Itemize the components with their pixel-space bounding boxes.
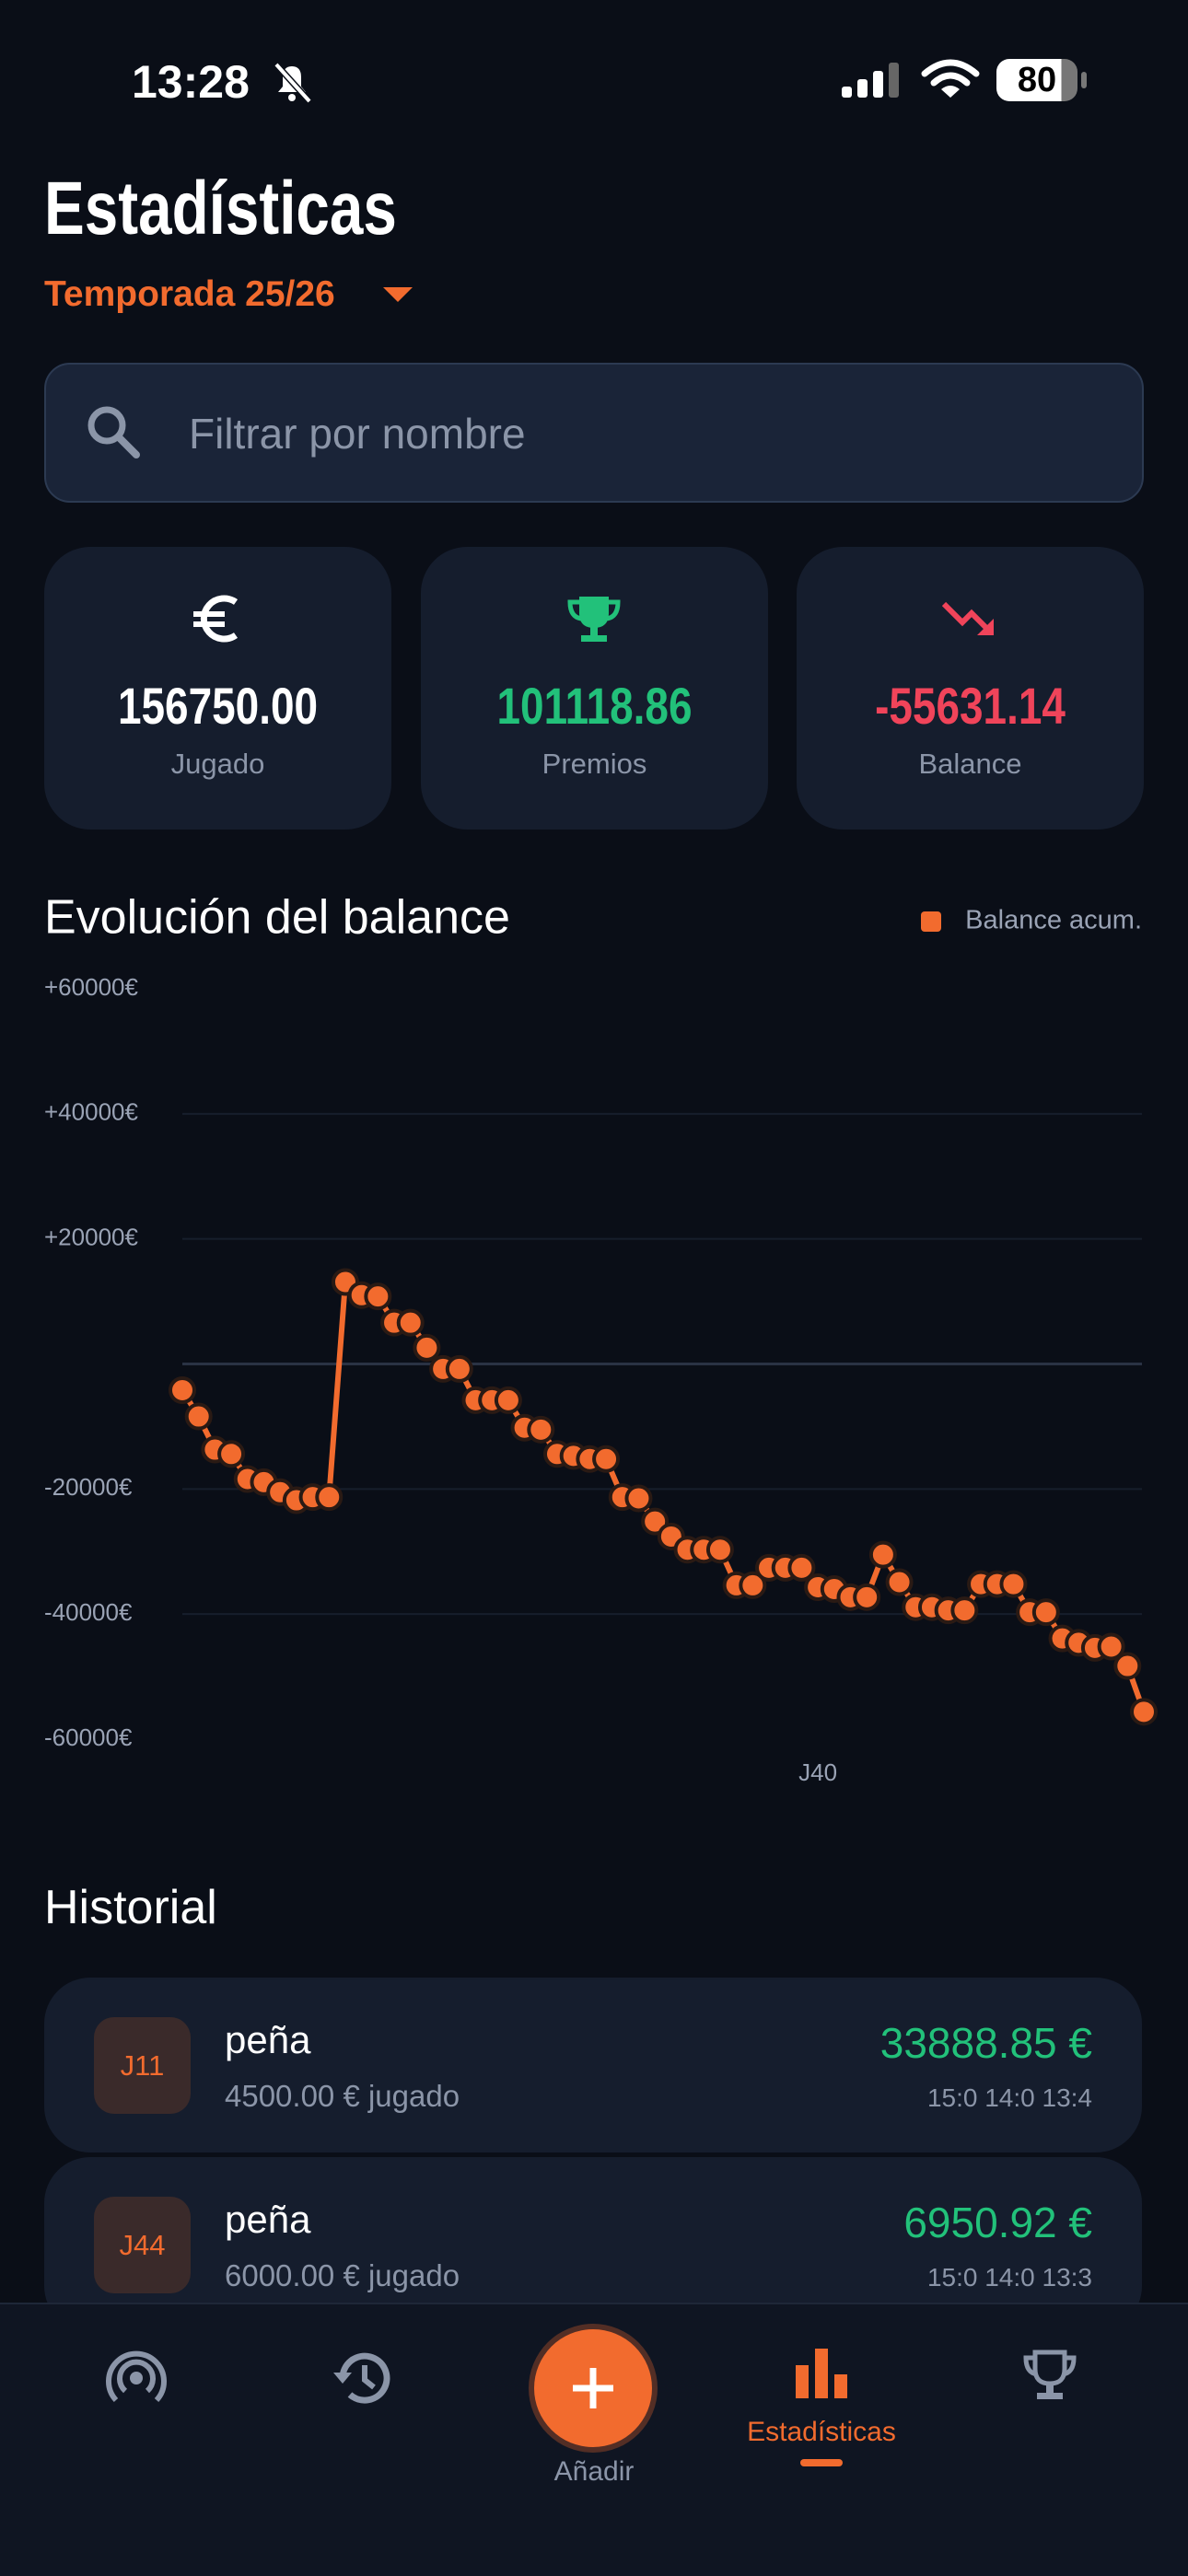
data-point bbox=[494, 1386, 522, 1414]
item-time: 15:0 14:0 13:3 bbox=[926, 2263, 1092, 2292]
nav-live[interactable] bbox=[103, 2345, 169, 2411]
data-point bbox=[1097, 1632, 1125, 1661]
stat-label: Premios bbox=[542, 748, 647, 780]
y-tick-label: +60000€ bbox=[44, 973, 138, 1001]
signal-icon bbox=[842, 63, 899, 98]
data-point bbox=[527, 1415, 555, 1444]
data-point bbox=[853, 1583, 881, 1611]
data-point bbox=[787, 1553, 816, 1582]
nav-bar: Añadir Estadísticas bbox=[0, 2303, 1188, 2576]
data-point bbox=[396, 1308, 425, 1337]
data-point bbox=[624, 1484, 653, 1513]
data-point bbox=[445, 1354, 473, 1383]
chart-title: Evolución del balance bbox=[44, 893, 510, 945]
data-point bbox=[217, 1440, 246, 1468]
data-point bbox=[315, 1483, 344, 1512]
data-point bbox=[1130, 1698, 1158, 1726]
battery-level: 80 bbox=[1017, 61, 1057, 99]
stat-card: -55631.14 Balance bbox=[797, 547, 1144, 830]
data-point bbox=[1031, 1598, 1060, 1627]
item-name: peña bbox=[225, 2018, 311, 2061]
mute-icon bbox=[274, 62, 312, 104]
stat-value: 101118.86 bbox=[496, 677, 693, 735]
nav-stats-label[interactable]: Estadísticas bbox=[747, 2417, 896, 2447]
season-selector[interactable]: Temporada 25/26 bbox=[44, 274, 335, 314]
data-point bbox=[1113, 1652, 1142, 1680]
y-tick-label: -60000€ bbox=[44, 1723, 133, 1751]
stat-card: 101118.86 Premios bbox=[421, 547, 768, 830]
y-tick-label: +20000€ bbox=[44, 1224, 138, 1251]
stat-label: Balance bbox=[918, 748, 1022, 780]
item-time: 15:0 14:0 13:4 bbox=[926, 2083, 1092, 2112]
data-point bbox=[592, 1445, 621, 1473]
data-point bbox=[364, 1282, 392, 1311]
battery bbox=[996, 59, 1077, 101]
status-time: 13:28 bbox=[132, 56, 250, 108]
data-point bbox=[413, 1333, 441, 1362]
y-tick-label: -40000€ bbox=[44, 1598, 133, 1626]
stat-card: 156750.00 Jugado bbox=[44, 547, 391, 830]
data-point bbox=[169, 1376, 196, 1405]
stat-value: -55631.14 bbox=[875, 677, 1066, 735]
y-tick-label: +40000€ bbox=[44, 1098, 138, 1126]
data-point bbox=[705, 1536, 734, 1564]
search-placeholder: Filtrar por nombre bbox=[189, 410, 526, 458]
x-tick-label: J40 bbox=[798, 1758, 837, 1786]
balance-chart: Evolución del balance Balance acum. -6000… bbox=[44, 893, 1158, 1786]
page-title: Estadísticas bbox=[44, 167, 397, 250]
search-box[interactable]: Filtrar por nombre bbox=[44, 363, 1144, 503]
item-name: peña bbox=[225, 2198, 311, 2241]
data-point bbox=[868, 1540, 897, 1569]
y-tick-label: -20000€ bbox=[44, 1473, 133, 1501]
data-point bbox=[885, 1568, 914, 1596]
nav-stats[interactable] bbox=[794, 2345, 849, 2400]
item-amount: 6950.92 € bbox=[903, 2199, 1092, 2246]
data-point bbox=[739, 1571, 767, 1599]
history-title: Historial bbox=[44, 1881, 217, 1934]
trophy-icon bbox=[567, 597, 621, 642]
search-icon bbox=[87, 406, 140, 458]
nav-history[interactable] bbox=[332, 2345, 398, 2411]
dropdown-arrow[interactable] bbox=[381, 284, 414, 306]
euro-icon bbox=[193, 595, 239, 643]
nav-add-label[interactable]: Añadir bbox=[553, 2456, 635, 2487]
nav-add[interactable] bbox=[523, 2318, 663, 2458]
round-badge: J44 bbox=[94, 2197, 191, 2293]
battery-tip bbox=[1081, 72, 1087, 88]
trend-down-icon bbox=[942, 601, 995, 636]
stat-label: Jugado bbox=[170, 748, 265, 780]
stat-value: 156750.00 bbox=[117, 677, 319, 735]
nav-active-indicator bbox=[800, 2459, 843, 2466]
item-played: 6000.00 € jugado bbox=[225, 2258, 460, 2292]
nav-trophy[interactable] bbox=[1022, 2347, 1077, 2402]
item-amount: 33888.85 € bbox=[879, 2019, 1092, 2067]
item-played: 4500.00 € jugado bbox=[225, 2079, 460, 2113]
wifi-icon bbox=[921, 59, 980, 98]
data-point bbox=[184, 1402, 213, 1431]
legend-label: Balance acum. bbox=[965, 906, 1142, 935]
round-badge: J11 bbox=[94, 2017, 191, 2114]
data-point bbox=[950, 1596, 979, 1625]
data-point bbox=[999, 1570, 1028, 1598]
history-item[interactable]: J11 peña 4500.00 € jugado 33888.85 € 15:… bbox=[44, 1978, 1142, 2152]
legend-swatch bbox=[921, 911, 941, 932]
